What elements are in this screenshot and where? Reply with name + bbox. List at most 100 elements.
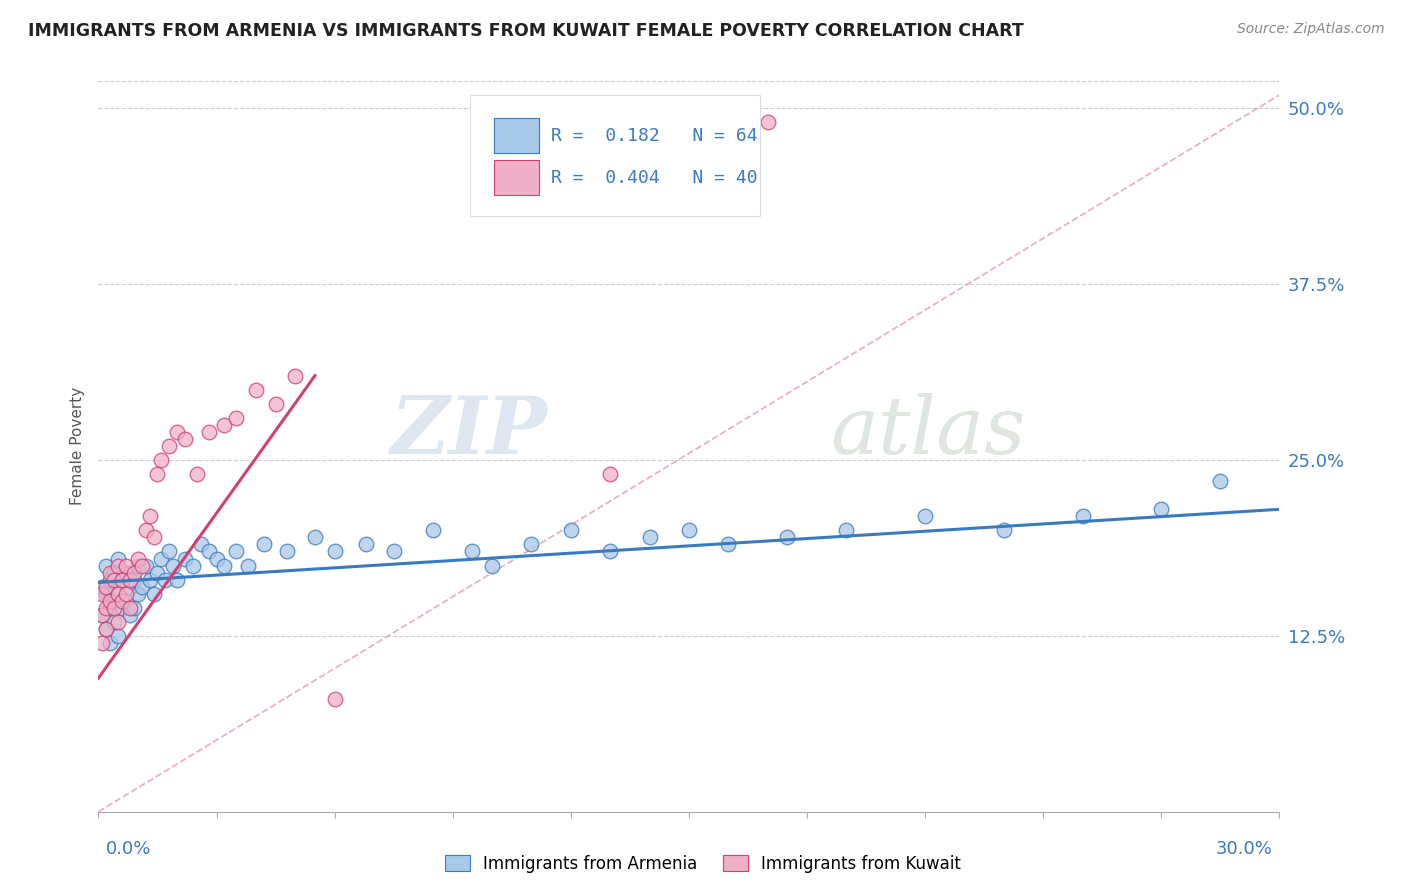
Point <box>111 593 134 607</box>
Point <box>197 425 219 439</box>
Point <box>835 524 858 538</box>
Point <box>225 544 247 558</box>
Point <box>382 544 405 558</box>
Point <box>135 524 157 538</box>
Point <box>146 566 169 580</box>
Bar <box>494 160 538 195</box>
Point <box>276 544 298 558</box>
Point <box>115 566 138 580</box>
Point <box>107 558 129 573</box>
Point <box>115 587 138 601</box>
Point <box>214 417 236 432</box>
Y-axis label: Female Poverty: Female Poverty <box>70 387 86 505</box>
Point <box>157 544 180 558</box>
Point <box>118 607 141 622</box>
Point <box>98 636 121 650</box>
Point <box>91 607 114 622</box>
Point <box>461 544 484 558</box>
Point <box>103 615 125 629</box>
Point <box>98 573 121 587</box>
Point <box>111 600 134 615</box>
Point <box>98 600 121 615</box>
Point <box>98 593 121 607</box>
Point <box>520 537 543 551</box>
Point <box>166 573 188 587</box>
Point <box>115 593 138 607</box>
Point <box>205 551 228 566</box>
Point <box>107 587 129 601</box>
Point <box>111 573 134 587</box>
Point <box>225 410 247 425</box>
Point <box>304 530 326 544</box>
Point <box>118 600 141 615</box>
Point <box>91 636 114 650</box>
Point <box>174 551 197 566</box>
Point <box>150 453 173 467</box>
Point <box>142 530 165 544</box>
Point <box>236 558 259 573</box>
Point <box>284 368 307 383</box>
Point <box>138 573 160 587</box>
Point <box>678 524 700 538</box>
Point <box>599 544 621 558</box>
Point <box>264 397 287 411</box>
Text: ZIP: ZIP <box>391 392 547 470</box>
Point <box>638 530 661 544</box>
FancyBboxPatch shape <box>471 95 759 216</box>
Point <box>174 432 197 446</box>
Point <box>103 593 125 607</box>
Point <box>96 587 118 601</box>
Point <box>131 558 153 573</box>
Point <box>127 587 149 601</box>
Point <box>354 537 377 551</box>
Point <box>181 558 204 573</box>
Point <box>96 622 118 636</box>
Point <box>197 544 219 558</box>
Text: 0.0%: 0.0% <box>105 839 150 857</box>
Text: atlas: atlas <box>831 392 1026 470</box>
Point <box>914 509 936 524</box>
Point <box>142 587 165 601</box>
Point <box>150 551 173 566</box>
Point <box>186 467 208 482</box>
Point <box>1209 474 1232 488</box>
Point <box>131 580 153 594</box>
Point <box>323 544 346 558</box>
Point <box>118 580 141 594</box>
Point <box>162 558 184 573</box>
Point <box>481 558 503 573</box>
Point <box>422 524 444 538</box>
Bar <box>494 119 538 153</box>
Point <box>107 551 129 566</box>
Point <box>91 580 114 594</box>
Point <box>599 467 621 482</box>
Point <box>717 537 740 551</box>
Point <box>107 615 129 629</box>
Point <box>155 573 177 587</box>
Point <box>122 566 145 580</box>
Legend: Immigrants from Armenia, Immigrants from Kuwait: Immigrants from Armenia, Immigrants from… <box>439 848 967 880</box>
Point <box>96 580 118 594</box>
Point <box>103 566 125 580</box>
Text: R =  0.404   N = 40: R = 0.404 N = 40 <box>551 169 758 186</box>
Point <box>103 573 125 587</box>
Point <box>1150 502 1173 516</box>
Point <box>122 600 145 615</box>
Point <box>122 573 145 587</box>
Point <box>118 573 141 587</box>
Point <box>1071 509 1094 524</box>
Point <box>111 573 134 587</box>
Point <box>96 622 118 636</box>
Point <box>245 383 267 397</box>
Point <box>127 551 149 566</box>
Point <box>323 692 346 706</box>
Point <box>98 566 121 580</box>
Point <box>993 524 1015 538</box>
Point <box>107 629 129 643</box>
Text: 30.0%: 30.0% <box>1216 839 1272 857</box>
Point <box>127 558 149 573</box>
Point <box>96 558 118 573</box>
Point <box>146 467 169 482</box>
Point <box>103 600 125 615</box>
Text: IMMIGRANTS FROM ARMENIA VS IMMIGRANTS FROM KUWAIT FEMALE POVERTY CORRELATION CHA: IMMIGRANTS FROM ARMENIA VS IMMIGRANTS FR… <box>28 22 1024 40</box>
